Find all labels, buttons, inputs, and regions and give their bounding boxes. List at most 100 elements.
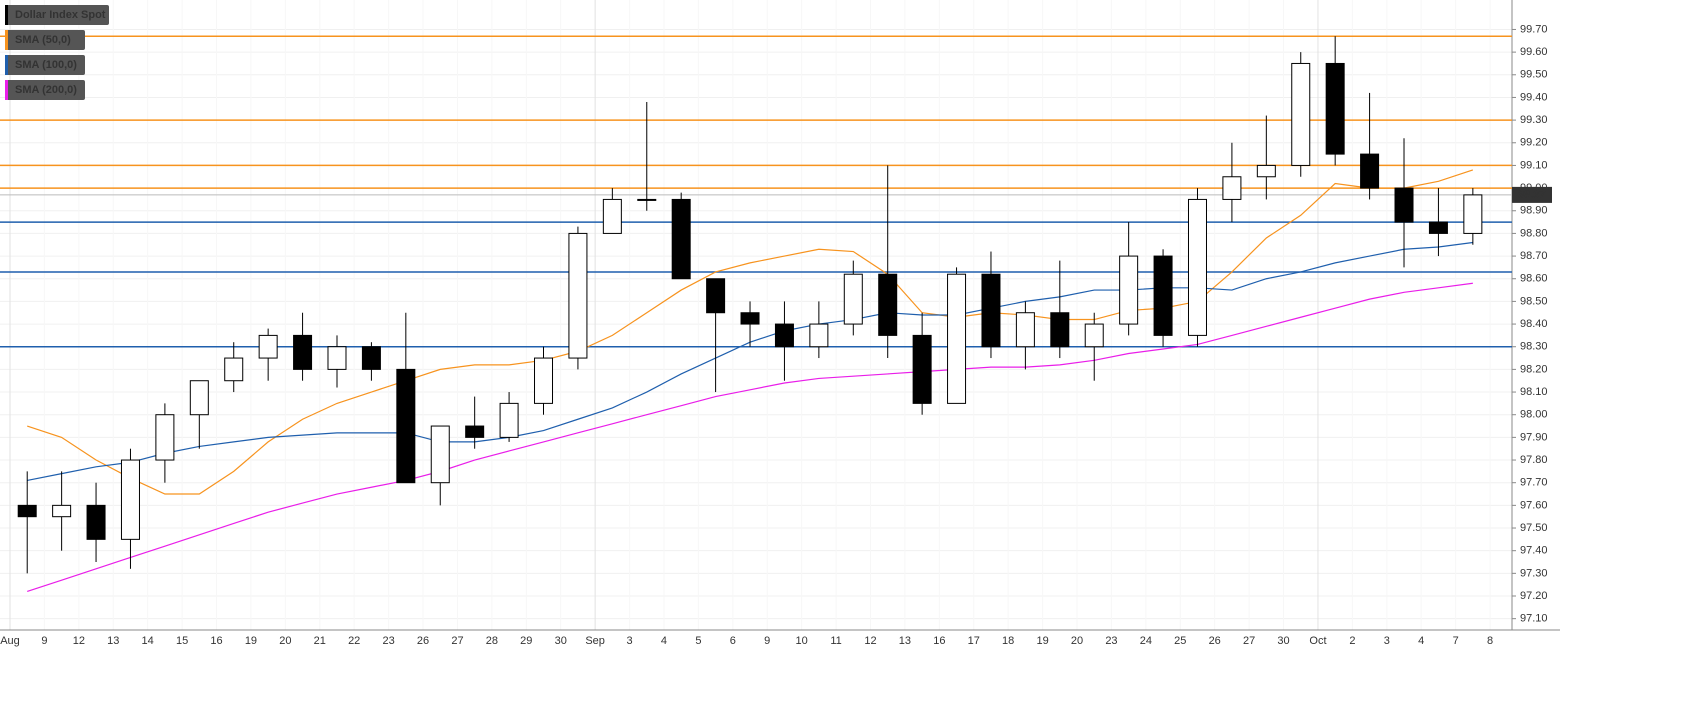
x-tick-label: 19 bbox=[245, 635, 257, 647]
legend-box bbox=[5, 5, 109, 25]
x-tick-label: 30 bbox=[555, 635, 567, 647]
candle-body bbox=[1015, 312, 1035, 348]
x-tick-label: 27 bbox=[1243, 635, 1255, 647]
y-tick-label: 98.60 bbox=[1520, 273, 1548, 285]
candle-body bbox=[774, 323, 794, 348]
x-tick-label: Oct bbox=[1309, 635, 1326, 647]
x-tick-label: 6 bbox=[730, 635, 736, 647]
y-tick-label: 97.80 bbox=[1520, 454, 1548, 466]
y-tick-label: 98.70 bbox=[1520, 250, 1548, 262]
y-tick-label: 97.30 bbox=[1520, 567, 1548, 579]
y-tick-label: 97.40 bbox=[1520, 545, 1548, 557]
candle-body bbox=[1463, 194, 1483, 234]
x-tick-label: Sep bbox=[585, 635, 605, 647]
x-tick-label: 22 bbox=[348, 635, 360, 647]
candle-body bbox=[1291, 62, 1311, 166]
x-tick-label: 23 bbox=[382, 635, 394, 647]
y-tick-label: 97.90 bbox=[1520, 431, 1548, 443]
y-tick-label: 97.10 bbox=[1520, 613, 1548, 625]
candle-body bbox=[499, 402, 519, 438]
candle-body bbox=[568, 232, 588, 359]
candle-body bbox=[809, 323, 829, 348]
y-tick-label: 99.60 bbox=[1520, 46, 1548, 58]
x-tick-label: Aug bbox=[0, 635, 20, 647]
y-tick-label: 98.30 bbox=[1520, 341, 1548, 353]
candle-body bbox=[258, 334, 278, 359]
candle-body bbox=[637, 198, 657, 201]
y-tick-label: 97.60 bbox=[1520, 499, 1548, 511]
x-tick-label: 23 bbox=[1105, 635, 1117, 647]
candle-body bbox=[1084, 323, 1104, 348]
x-tick-label: 13 bbox=[899, 635, 911, 647]
x-tick-label: 11 bbox=[830, 635, 841, 647]
candle-body bbox=[293, 334, 313, 370]
candle-body bbox=[1428, 221, 1448, 234]
x-tick-label: 30 bbox=[1277, 635, 1289, 647]
candle-body bbox=[912, 334, 932, 404]
y-tick-label: 97.70 bbox=[1520, 477, 1548, 489]
candle-body bbox=[52, 504, 72, 518]
candle-body bbox=[1050, 312, 1070, 348]
legend-swatch bbox=[5, 55, 8, 75]
candle-body bbox=[671, 198, 691, 280]
candle-body bbox=[843, 273, 863, 325]
legend-box bbox=[5, 80, 85, 100]
candle-body bbox=[430, 425, 450, 484]
x-tick-label: 9 bbox=[41, 635, 47, 647]
y-tick-label: 98.10 bbox=[1520, 386, 1548, 398]
x-tick-label: 12 bbox=[73, 635, 85, 647]
legend-label: Dollar Index Spot bbox=[15, 9, 106, 21]
sma-line bbox=[27, 169, 1474, 495]
candle-body bbox=[1119, 255, 1139, 325]
y-tick-label: 98.50 bbox=[1520, 295, 1548, 307]
candle-body bbox=[1153, 255, 1173, 336]
candle-body bbox=[327, 346, 347, 370]
candle-body bbox=[155, 414, 175, 461]
last-price-label: 98.97 bbox=[1518, 189, 1546, 201]
x-tick-label: 8 bbox=[1487, 635, 1493, 647]
legend-label: SMA (100,0) bbox=[15, 59, 77, 71]
candle-body bbox=[706, 278, 726, 314]
candle-body bbox=[1325, 62, 1345, 155]
candle-body bbox=[602, 198, 622, 234]
x-tick-label: 29 bbox=[520, 635, 532, 647]
candle-body bbox=[189, 380, 209, 416]
x-tick-label: 2 bbox=[1349, 635, 1355, 647]
legend-label: SMA (50,0) bbox=[15, 34, 71, 46]
y-tick-label: 99.10 bbox=[1520, 159, 1548, 171]
x-tick-label: 25 bbox=[1174, 635, 1186, 647]
y-tick-label: 98.40 bbox=[1520, 318, 1548, 330]
x-tick-label: 3 bbox=[1384, 635, 1390, 647]
candle-body bbox=[224, 357, 244, 382]
legend-swatch bbox=[5, 5, 8, 25]
y-tick-label: 98.90 bbox=[1520, 205, 1548, 217]
y-tick-label: 97.20 bbox=[1520, 590, 1548, 602]
candle-body bbox=[1187, 198, 1207, 336]
y-tick-label: 99.20 bbox=[1520, 137, 1548, 149]
x-tick-label: 14 bbox=[142, 635, 154, 647]
y-tick-label: 98.80 bbox=[1520, 227, 1548, 239]
y-tick-label: 99.40 bbox=[1520, 91, 1548, 103]
x-tick-label: 28 bbox=[486, 635, 498, 647]
x-tick-label: 20 bbox=[279, 635, 291, 647]
legend-label: SMA (200,0) bbox=[15, 84, 77, 96]
candle-body bbox=[17, 504, 37, 518]
y-tick-label: 98.20 bbox=[1520, 363, 1548, 375]
x-tick-label: 26 bbox=[1209, 635, 1221, 647]
candle-body bbox=[534, 357, 554, 404]
candle-body bbox=[86, 504, 106, 540]
x-tick-label: 16 bbox=[210, 635, 222, 647]
candle-body bbox=[947, 273, 967, 404]
y-tick-label: 99.70 bbox=[1520, 23, 1548, 35]
last-price-box bbox=[1512, 186, 1552, 203]
x-tick-label: 19 bbox=[1036, 635, 1048, 647]
candle-body bbox=[1222, 176, 1242, 200]
y-tick-label: 97.50 bbox=[1520, 522, 1548, 534]
legend-box bbox=[5, 55, 85, 75]
x-tick-label: 4 bbox=[661, 635, 667, 647]
x-tick-label: 5 bbox=[695, 635, 701, 647]
x-tick-label: 10 bbox=[796, 635, 808, 647]
